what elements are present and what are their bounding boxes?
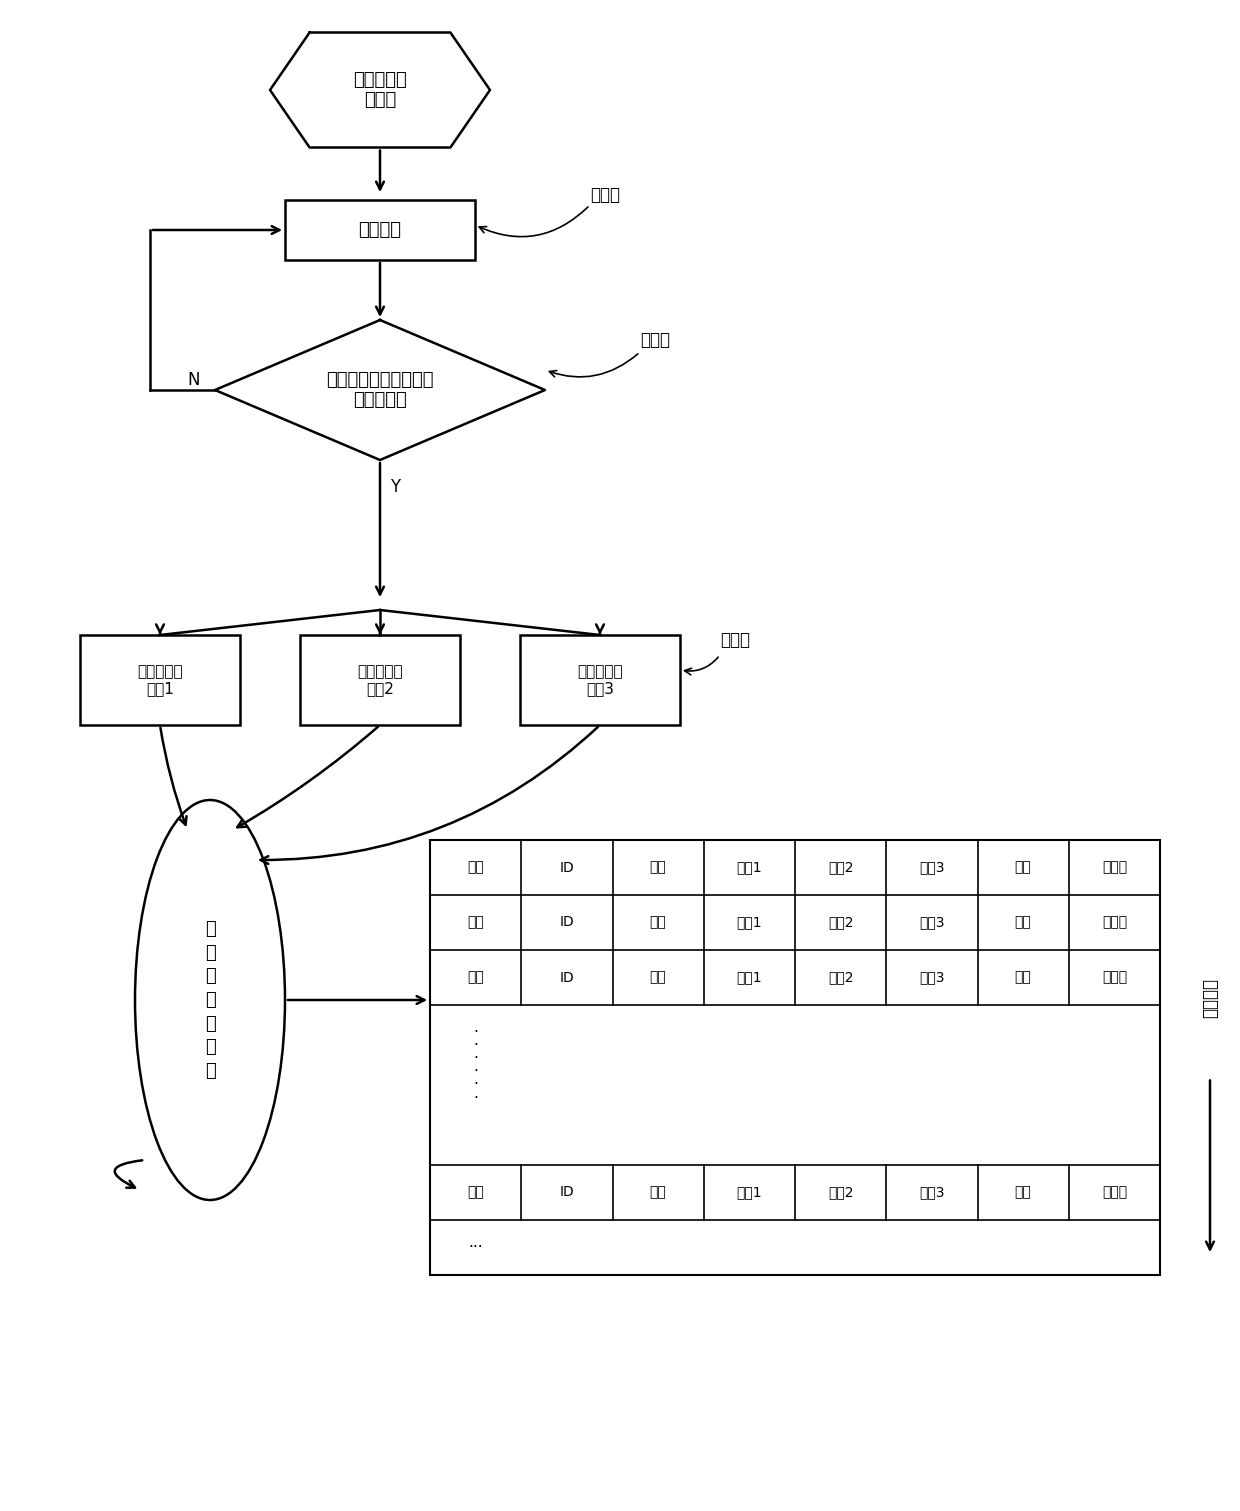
Text: 通道3: 通道3 <box>919 1186 945 1200</box>
Text: ID: ID <box>559 1186 574 1200</box>
FancyArrowPatch shape <box>549 354 637 376</box>
Bar <box>285 199 475 260</box>
Text: 通道1: 通道1 <box>737 916 763 929</box>
Text: 循环二级缓
冲区3: 循环二级缓 冲区3 <box>577 663 622 697</box>
Text: 帧校验: 帧校验 <box>1102 1186 1127 1200</box>
Text: 第一步: 第一步 <box>590 186 620 204</box>
Text: Y: Y <box>391 477 401 496</box>
Text: 第三步: 第三步 <box>720 632 750 650</box>
Text: ·
·
·
·
·
·: · · · · · · <box>474 1024 479 1106</box>
FancyArrowPatch shape <box>479 207 588 237</box>
Text: 通道2: 通道2 <box>828 1186 853 1200</box>
Text: 数值: 数值 <box>1014 916 1032 929</box>
Text: 通道3: 通道3 <box>919 860 945 875</box>
Text: 帧校验: 帧校验 <box>1102 970 1127 985</box>
Text: ID: ID <box>559 860 574 875</box>
Bar <box>430 840 1159 1275</box>
Text: 帧头: 帧头 <box>467 970 484 985</box>
Text: 数值: 数值 <box>1014 1186 1032 1200</box>
Text: 通道1: 通道1 <box>737 1186 763 1200</box>
Text: ID: ID <box>559 916 574 929</box>
Text: 循
环
二
级
缓
冲
区: 循 环 二 级 缓 冲 区 <box>205 920 216 1080</box>
Text: 进行数据完整性检查，
数据完整？: 进行数据完整性检查， 数据完整？ <box>326 370 434 409</box>
Text: 通道2: 通道2 <box>828 970 853 985</box>
Bar <box>520 635 680 725</box>
Text: 进入数据接
收函数: 进入数据接 收函数 <box>353 71 407 109</box>
Text: ID: ID <box>559 970 574 985</box>
Text: 循环二级缓
冲区1: 循环二级缓 冲区1 <box>138 663 182 697</box>
Bar <box>81 635 241 725</box>
Text: 循环二级缓
冲区2: 循环二级缓 冲区2 <box>357 663 403 697</box>
Text: 通道3: 通道3 <box>919 916 945 929</box>
Bar <box>300 635 460 725</box>
Text: 通道1: 通道1 <box>737 970 763 985</box>
Text: 通道2: 通道2 <box>828 916 853 929</box>
Text: 通道3: 通道3 <box>919 970 945 985</box>
Text: 帧头: 帧头 <box>467 860 484 875</box>
FancyArrowPatch shape <box>684 657 718 675</box>
Text: 第二步: 第二步 <box>640 331 670 349</box>
Text: 时标: 时标 <box>650 970 667 985</box>
Text: 数值: 数值 <box>1014 860 1032 875</box>
Text: 通道1: 通道1 <box>737 860 763 875</box>
Text: 先进先出: 先进先出 <box>1202 978 1219 1017</box>
Text: 通道2: 通道2 <box>828 860 853 875</box>
Text: ···: ··· <box>469 1241 482 1256</box>
Text: 帧校验: 帧校验 <box>1102 860 1127 875</box>
Text: 帧头: 帧头 <box>467 916 484 929</box>
Text: 帧校验: 帧校验 <box>1102 916 1127 929</box>
Text: 时标: 时标 <box>650 1186 667 1200</box>
FancyArrowPatch shape <box>115 1160 143 1188</box>
Text: 数值: 数值 <box>1014 970 1032 985</box>
Text: 时标: 时标 <box>650 916 667 929</box>
Text: N: N <box>187 372 200 388</box>
Text: 时标: 时标 <box>650 860 667 875</box>
Text: 接收数据: 接收数据 <box>358 221 402 239</box>
Text: 帧头: 帧头 <box>467 1186 484 1200</box>
